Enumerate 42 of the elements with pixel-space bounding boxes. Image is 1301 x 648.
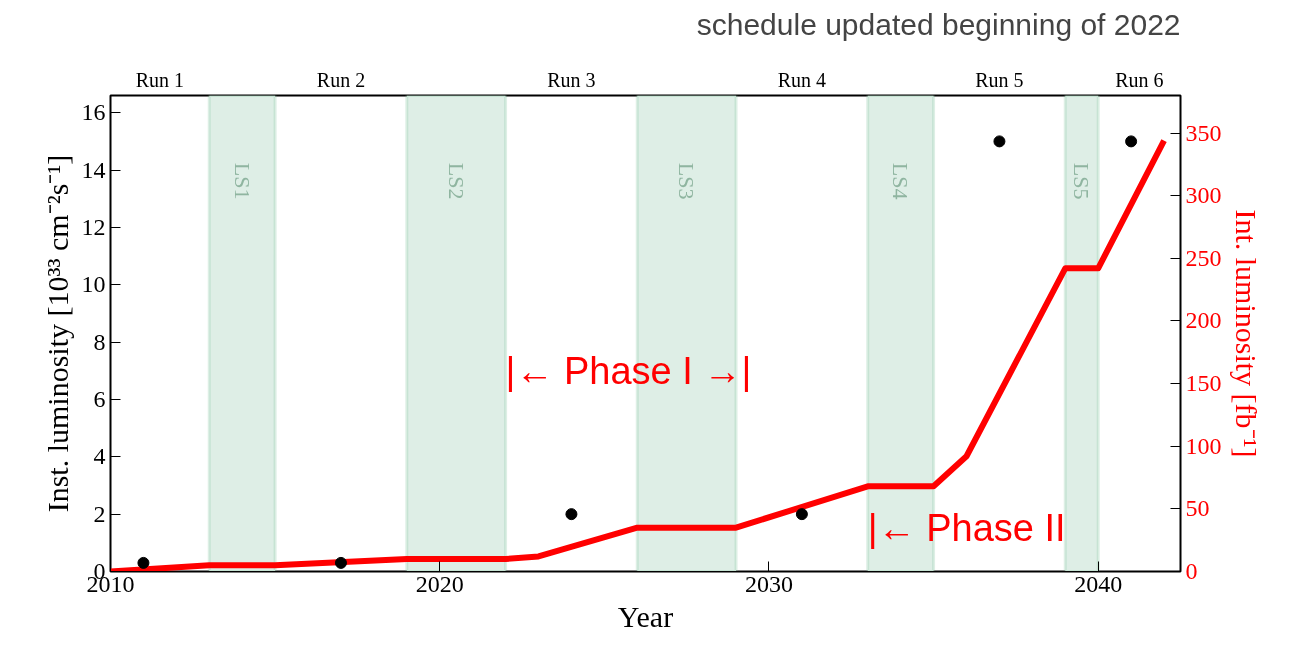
y2-tick-label: 350 bbox=[1185, 119, 1222, 146]
annotation: |← Phase II bbox=[867, 507, 1066, 550]
text: Run 5 bbox=[975, 68, 1024, 91]
y-tick-label: 14 bbox=[81, 156, 106, 183]
text: Run 1 bbox=[135, 68, 185, 91]
text: Run 4 bbox=[777, 68, 827, 91]
y-axis-title: Inst. luminosity [10³³ cm⁻²s⁻¹] bbox=[40, 154, 74, 513]
y-tick-label: 10 bbox=[81, 271, 106, 298]
chart-title: schedule updated beginning of 2022 bbox=[696, 7, 1181, 41]
point bbox=[993, 135, 1006, 148]
band-label: LS4 bbox=[888, 162, 914, 200]
x-tick-label: 2020 bbox=[415, 570, 464, 597]
text: Run 2 bbox=[316, 68, 366, 91]
band-label: LS2 bbox=[443, 162, 469, 200]
y2-tick-label: 100 bbox=[1185, 432, 1222, 459]
y-tick-label: 12 bbox=[81, 213, 106, 240]
annotation: |← Phase I →| bbox=[505, 349, 752, 392]
x-tick-label: 2040 bbox=[1074, 570, 1123, 597]
y2-tick-label: 200 bbox=[1185, 307, 1222, 334]
y2-axis-title: Int. luminosity [fb⁻¹] bbox=[1229, 209, 1263, 458]
point bbox=[565, 508, 578, 521]
y-tick-label: 8 bbox=[93, 328, 106, 355]
text: Run 6 bbox=[1115, 68, 1164, 91]
band-label: LS3 bbox=[674, 162, 700, 200]
y-tick-label: 6 bbox=[93, 385, 106, 412]
x-axis-title: Year bbox=[617, 599, 674, 633]
text: Run 3 bbox=[547, 68, 596, 91]
y2-tick-label: 300 bbox=[1185, 182, 1222, 209]
point bbox=[334, 556, 347, 569]
point bbox=[795, 508, 808, 521]
band-label: LS1 bbox=[229, 162, 255, 200]
y2-tick-label: 0 bbox=[1185, 558, 1198, 584]
y-tick-label: 4 bbox=[93, 443, 106, 470]
point bbox=[1125, 135, 1138, 148]
y2-tick-label: 150 bbox=[1185, 370, 1222, 397]
y2-tick-label: 250 bbox=[1185, 244, 1222, 271]
point bbox=[137, 556, 150, 569]
x-tick-label: 2030 bbox=[744, 570, 793, 597]
band-label: LS5 bbox=[1069, 162, 1095, 200]
y2-tick-label: 50 bbox=[1185, 495, 1210, 522]
y-tick-label: 16 bbox=[81, 99, 106, 126]
y-tick-label: 2 bbox=[93, 500, 106, 527]
